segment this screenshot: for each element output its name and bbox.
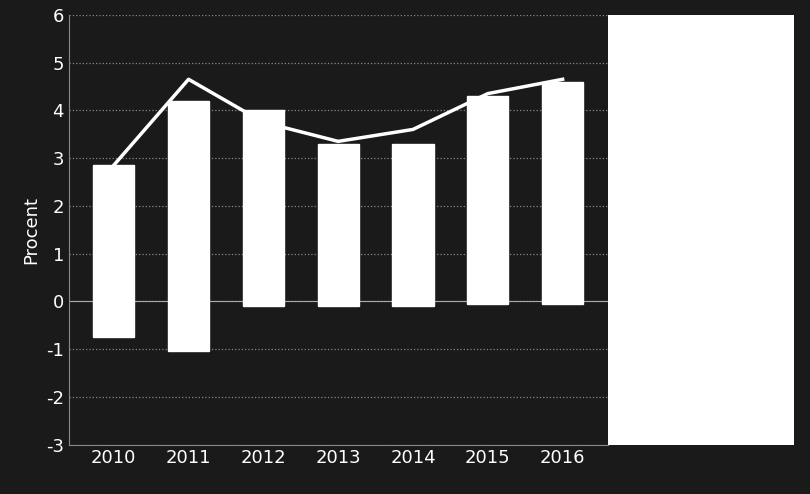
Bar — [93, 165, 134, 337]
Bar — [392, 144, 433, 306]
Bar — [243, 110, 284, 306]
Bar — [542, 82, 583, 304]
Bar — [318, 144, 359, 306]
Bar — [467, 96, 509, 304]
Bar — [168, 101, 209, 352]
Y-axis label: Procent: Procent — [23, 196, 40, 264]
